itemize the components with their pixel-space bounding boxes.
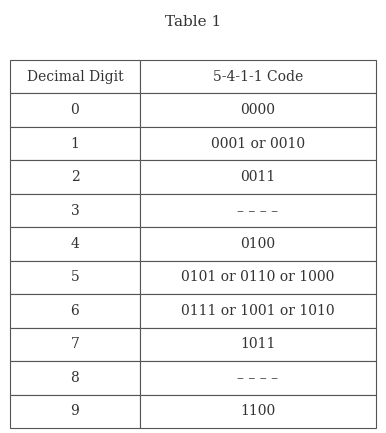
Text: Table 1: Table 1 [165, 15, 221, 29]
Bar [10, 261, 140, 294]
Bar [140, 94, 376, 127]
Bar [140, 160, 376, 194]
Bar [140, 194, 376, 227]
Text: 4: 4 [71, 237, 80, 251]
Text: 7: 7 [71, 337, 80, 351]
Bar [140, 227, 376, 261]
Bar [10, 94, 140, 127]
Bar [140, 328, 376, 361]
Text: 5-4-1-1 Code: 5-4-1-1 Code [213, 70, 303, 84]
Text: 9: 9 [71, 404, 80, 418]
Text: 1100: 1100 [240, 404, 276, 418]
Bar [10, 294, 140, 328]
Bar [140, 361, 376, 394]
Bar [10, 328, 140, 361]
Text: 0001 or 0010: 0001 or 0010 [211, 137, 305, 151]
Text: Decimal Digit: Decimal Digit [27, 70, 123, 84]
Text: 5: 5 [71, 271, 80, 284]
Bar [10, 227, 140, 261]
Bar [10, 394, 140, 428]
Bar [10, 60, 140, 94]
Text: 0011: 0011 [240, 170, 276, 184]
Bar [10, 194, 140, 227]
Text: 8: 8 [71, 371, 80, 385]
Text: 2: 2 [71, 170, 80, 184]
Text: 0101 or 0110 or 1000: 0101 or 0110 or 1000 [181, 271, 335, 284]
Bar [140, 394, 376, 428]
Text: – – – –: – – – – [237, 204, 279, 217]
Bar [140, 127, 376, 160]
Text: 0000: 0000 [240, 103, 276, 117]
Bar [10, 361, 140, 394]
Text: 0111 or 1001 or 1010: 0111 or 1001 or 1010 [181, 304, 335, 318]
Text: 1: 1 [71, 137, 80, 151]
Text: 6: 6 [71, 304, 80, 318]
Text: 0: 0 [71, 103, 80, 117]
Bar [140, 261, 376, 294]
Bar [10, 160, 140, 194]
Text: 1011: 1011 [240, 337, 276, 351]
Bar [140, 60, 376, 94]
Bar [10, 127, 140, 160]
Bar [140, 294, 376, 328]
Text: 3: 3 [71, 204, 80, 217]
Text: 0100: 0100 [240, 237, 276, 251]
Text: – – – –: – – – – [237, 371, 279, 385]
